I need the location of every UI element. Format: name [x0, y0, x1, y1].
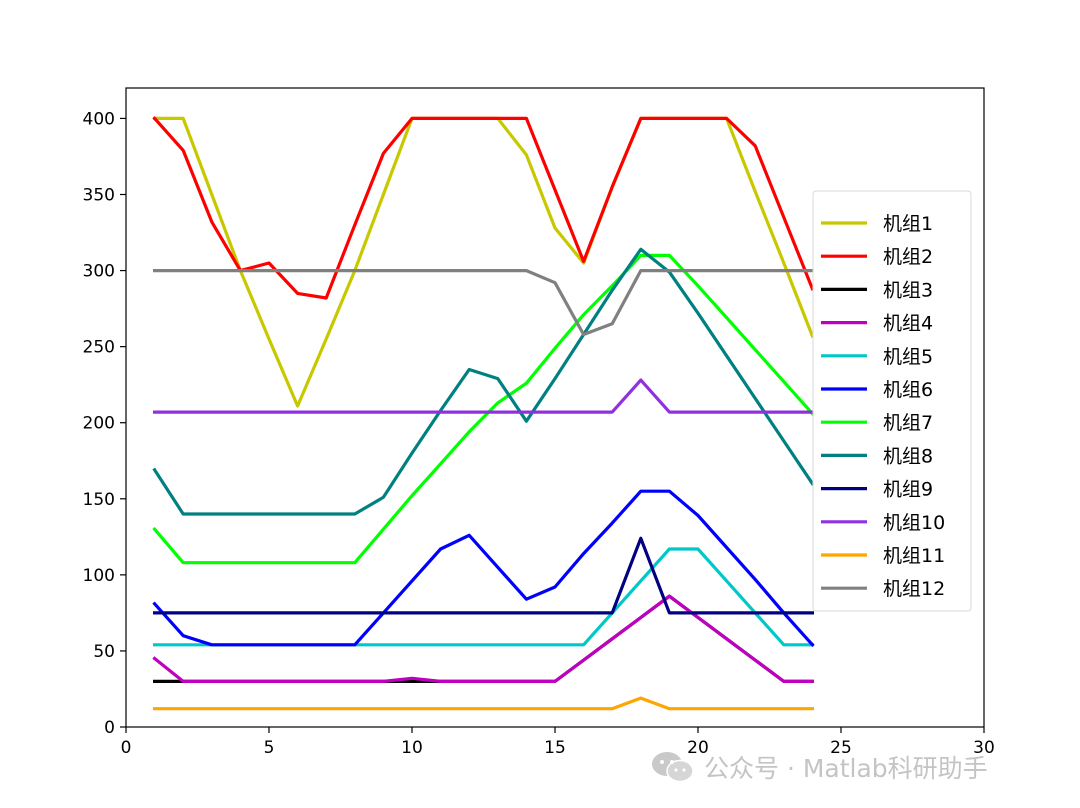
legend-label: 机组1	[883, 213, 933, 235]
x-tick-label: 25	[830, 738, 852, 758]
legend-label: 机组5	[883, 346, 933, 368]
legend-label: 机组7	[883, 412, 933, 434]
series-line-6	[152, 489, 815, 648]
series-line-12	[153, 269, 815, 337]
series-line-8	[152, 247, 815, 516]
series-line-4	[152, 594, 815, 684]
legend-label: 机组10	[883, 512, 945, 534]
watermark: 公众号 · Matlab科研助手	[650, 750, 988, 784]
legend-label: 机组2	[883, 246, 933, 268]
series-line-9	[153, 536, 815, 615]
y-tick-label: 200	[83, 414, 115, 434]
x-tick-label: 5	[264, 738, 275, 758]
series-line-7	[152, 253, 815, 565]
x-tick-label: 20	[687, 738, 709, 758]
x-tick-label: 0	[121, 738, 132, 758]
watermark-text: 公众号 · Matlab科研助手	[704, 754, 988, 783]
series-line-3	[153, 594, 815, 684]
legend-label: 机组6	[883, 379, 933, 401]
legend-label: 机组11	[883, 545, 945, 567]
x-tick-label: 10	[401, 738, 423, 758]
series-line-11	[153, 696, 815, 711]
x-tick-label: 15	[544, 738, 566, 758]
wechat-icon	[652, 752, 694, 783]
y-tick-label: 400	[83, 109, 115, 129]
y-tick-label: 0	[104, 718, 115, 738]
series-line-2	[152, 116, 815, 300]
y-tick-label: 250	[83, 338, 115, 358]
y-tick-label: 150	[83, 490, 115, 510]
x-tick-label: 30	[973, 738, 995, 758]
legend-label: 机组3	[883, 279, 933, 301]
legend: 机组1 机组2 机组3 机组4 机组5 机组6 机组7 机组8 机组9 机组10 机组11 机组12	[812, 190, 972, 612]
y-tick-label: 100	[83, 566, 115, 586]
series-line-10	[153, 378, 815, 414]
legend-label: 机组12	[883, 578, 945, 600]
y-tick-label: 50	[93, 642, 115, 662]
y-tick-label: 350	[83, 186, 115, 206]
y-tick-label: 300	[83, 262, 115, 282]
legend-label: 机组8	[883, 445, 933, 467]
legend-label: 机组9	[883, 479, 933, 501]
series-layer	[152, 116, 815, 711]
series-line-1	[153, 116, 815, 408]
legend-label: 机组4	[883, 313, 933, 335]
legend-box	[812, 190, 972, 612]
